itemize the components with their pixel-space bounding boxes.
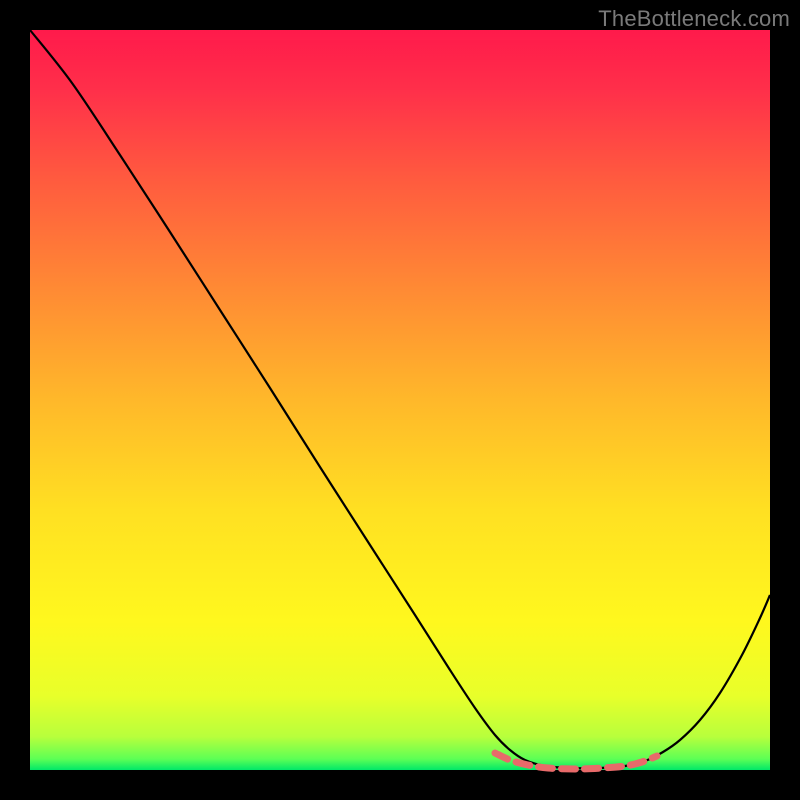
chart-container: TheBottleneck.com <box>0 0 800 800</box>
bottleneck-chart <box>0 0 800 800</box>
watermark-text: TheBottleneck.com <box>598 6 790 32</box>
